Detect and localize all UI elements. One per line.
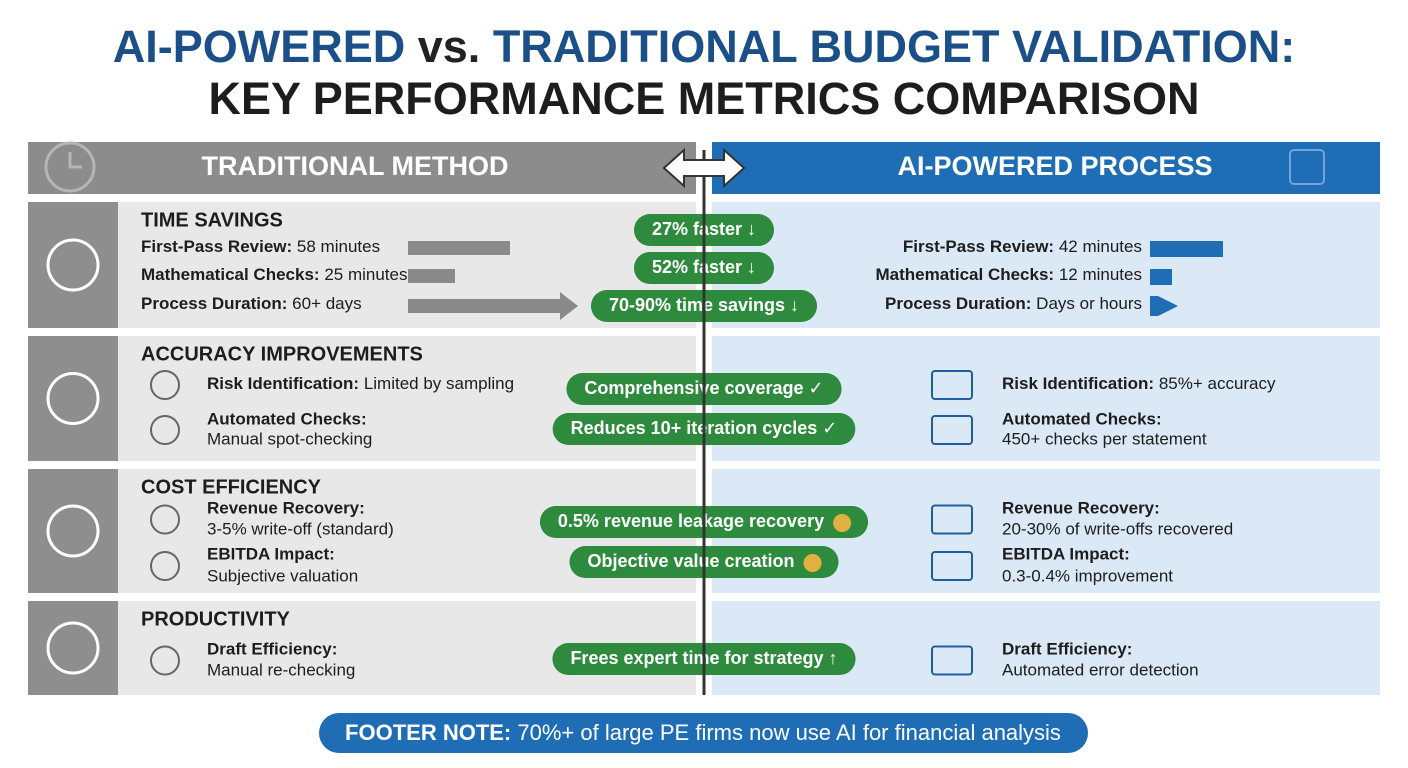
footer-note: 70%+ of large PE firms now use AI for fi…	[517, 720, 1061, 745]
metric-label: Draft Efficiency:	[1002, 639, 1132, 658]
metric-value: 85%+ accuracy	[1159, 374, 1276, 393]
compare-arrow	[662, 147, 746, 189]
metric-value: Automated error detection	[1002, 660, 1199, 679]
metric-label: Mathematical Checks:	[876, 265, 1055, 284]
metric: First-Pass Review: 42 minutes	[903, 237, 1142, 256]
metric-label: EBITDA Impact:	[207, 544, 335, 563]
metric-label: Risk Identification:	[207, 374, 359, 393]
bar-arrow	[408, 292, 578, 320]
metric-label: Process Duration:	[141, 294, 287, 313]
right-panel	[712, 202, 1380, 328]
item-icon	[150, 645, 180, 676]
item-icon	[150, 504, 180, 535]
bar-arrow	[1150, 296, 1178, 316]
section-icon	[46, 238, 100, 292]
item-icon	[150, 415, 180, 445]
metric: Risk Identification: Limited by sampling	[207, 374, 514, 393]
metric: Risk Identification: 85%+ accuracy	[1002, 374, 1276, 393]
metric-label: Revenue Recovery:	[207, 498, 365, 517]
header-icon	[44, 141, 96, 193]
metric: First-Pass Review: 58 minutes	[141, 237, 380, 256]
bar	[1150, 241, 1223, 257]
title-part: AI-POWERED	[113, 21, 406, 72]
item-icon	[931, 645, 973, 676]
item-icon	[150, 370, 180, 400]
section-icon	[46, 372, 100, 425]
metric-label: Automated Checks:	[207, 409, 367, 428]
metric-value: 42 minutes	[1059, 237, 1142, 256]
item-icon	[931, 370, 973, 400]
left-header	[28, 142, 696, 194]
badge-icon	[833, 514, 852, 532]
left-header-text: TRADITIONAL METHOD	[202, 151, 509, 181]
item-icon	[931, 504, 973, 535]
item-icon	[150, 551, 180, 581]
section-icon	[46, 504, 100, 558]
metric-label: Revenue Recovery:	[1002, 498, 1160, 517]
metric-value: 0.3-0.4% improvement	[1002, 566, 1173, 585]
metric: Mathematical Checks: 12 minutes	[876, 265, 1142, 284]
metric-value: 12 minutes	[1059, 265, 1142, 284]
metric-value: Manual spot-checking	[207, 429, 372, 448]
section-title: PRODUCTIVITY	[141, 608, 291, 630]
metric-value: Subjective valuation	[207, 566, 358, 585]
metric-label: Risk Identification:	[1002, 374, 1154, 393]
bar	[1150, 269, 1172, 285]
metric-value: 60+ days	[292, 294, 361, 313]
header-icon	[1289, 149, 1325, 185]
right-header	[712, 142, 1380, 194]
title-line-2: KEY PERFORMANCE METRICS COMPARISON	[209, 73, 1200, 124]
right-header-text: AI-POWERED PROCESS	[897, 151, 1212, 181]
metric-label: Draft Efficiency:	[207, 639, 337, 658]
metric-value: 20-30% of write-offs recovered	[1002, 519, 1233, 538]
item-icon	[931, 415, 973, 445]
badge-text: Objective value creation	[587, 551, 794, 571]
metric-label: First-Pass Review:	[903, 237, 1054, 256]
icon-column	[28, 336, 118, 461]
metric-value: 25 minutes	[324, 265, 407, 284]
badge-icon	[803, 554, 822, 572]
left-panel	[28, 202, 696, 328]
metric-label: Automated Checks:	[1002, 409, 1162, 428]
metric-value: 58 minutes	[297, 237, 380, 256]
metric-value: Manual re-checking	[207, 660, 355, 679]
metric-value: 3-5% write-off (standard)	[207, 519, 394, 538]
section-icon	[46, 621, 100, 675]
icon-column	[28, 469, 118, 593]
item-icon	[931, 551, 973, 581]
metric-label: First-Pass Review:	[141, 237, 292, 256]
icon-column	[28, 202, 118, 328]
badge-text: 0.5% revenue leakage recovery	[558, 511, 824, 531]
metric: Mathematical Checks: 25 minutes	[141, 265, 407, 284]
metric-value: Days or hours	[1036, 294, 1142, 313]
metric-label: Mathematical Checks:	[141, 265, 320, 284]
content: TIME SAVINGS First-Pass Review: 58 minute…	[28, 202, 1380, 695]
metric-value: 450+ checks per statement	[1002, 429, 1207, 448]
section-title: COST EFFICIENCY	[141, 476, 322, 498]
title-part: TRADITIONAL BUDGET VALIDATION:	[493, 21, 1295, 72]
footer-text: FOOTER NOTE: 70%+ of large PE firms now …	[345, 720, 1061, 745]
metric-label: Process Duration:	[885, 294, 1031, 313]
header-icon	[68, 152, 82, 169]
footer-pill	[319, 713, 1088, 753]
section-title: ACCURACY IMPROVEMENTS	[141, 343, 423, 365]
metric-value: Limited by sampling	[364, 374, 514, 393]
bar	[408, 241, 510, 255]
footer-label: FOOTER NOTE:	[345, 720, 511, 745]
metric-label: EBITDA Impact:	[1002, 544, 1130, 563]
metric: Process Duration: 60+ days	[141, 294, 362, 313]
bar	[408, 269, 455, 283]
title-line-1: AI-POWERED vs. TRADITIONAL BUDGET VALIDA…	[113, 21, 1296, 72]
title-part: vs.	[418, 21, 481, 72]
metric: Process Duration: Days or hours	[885, 294, 1142, 313]
icon-column	[28, 601, 118, 695]
section-title: TIME SAVINGS	[141, 209, 283, 231]
